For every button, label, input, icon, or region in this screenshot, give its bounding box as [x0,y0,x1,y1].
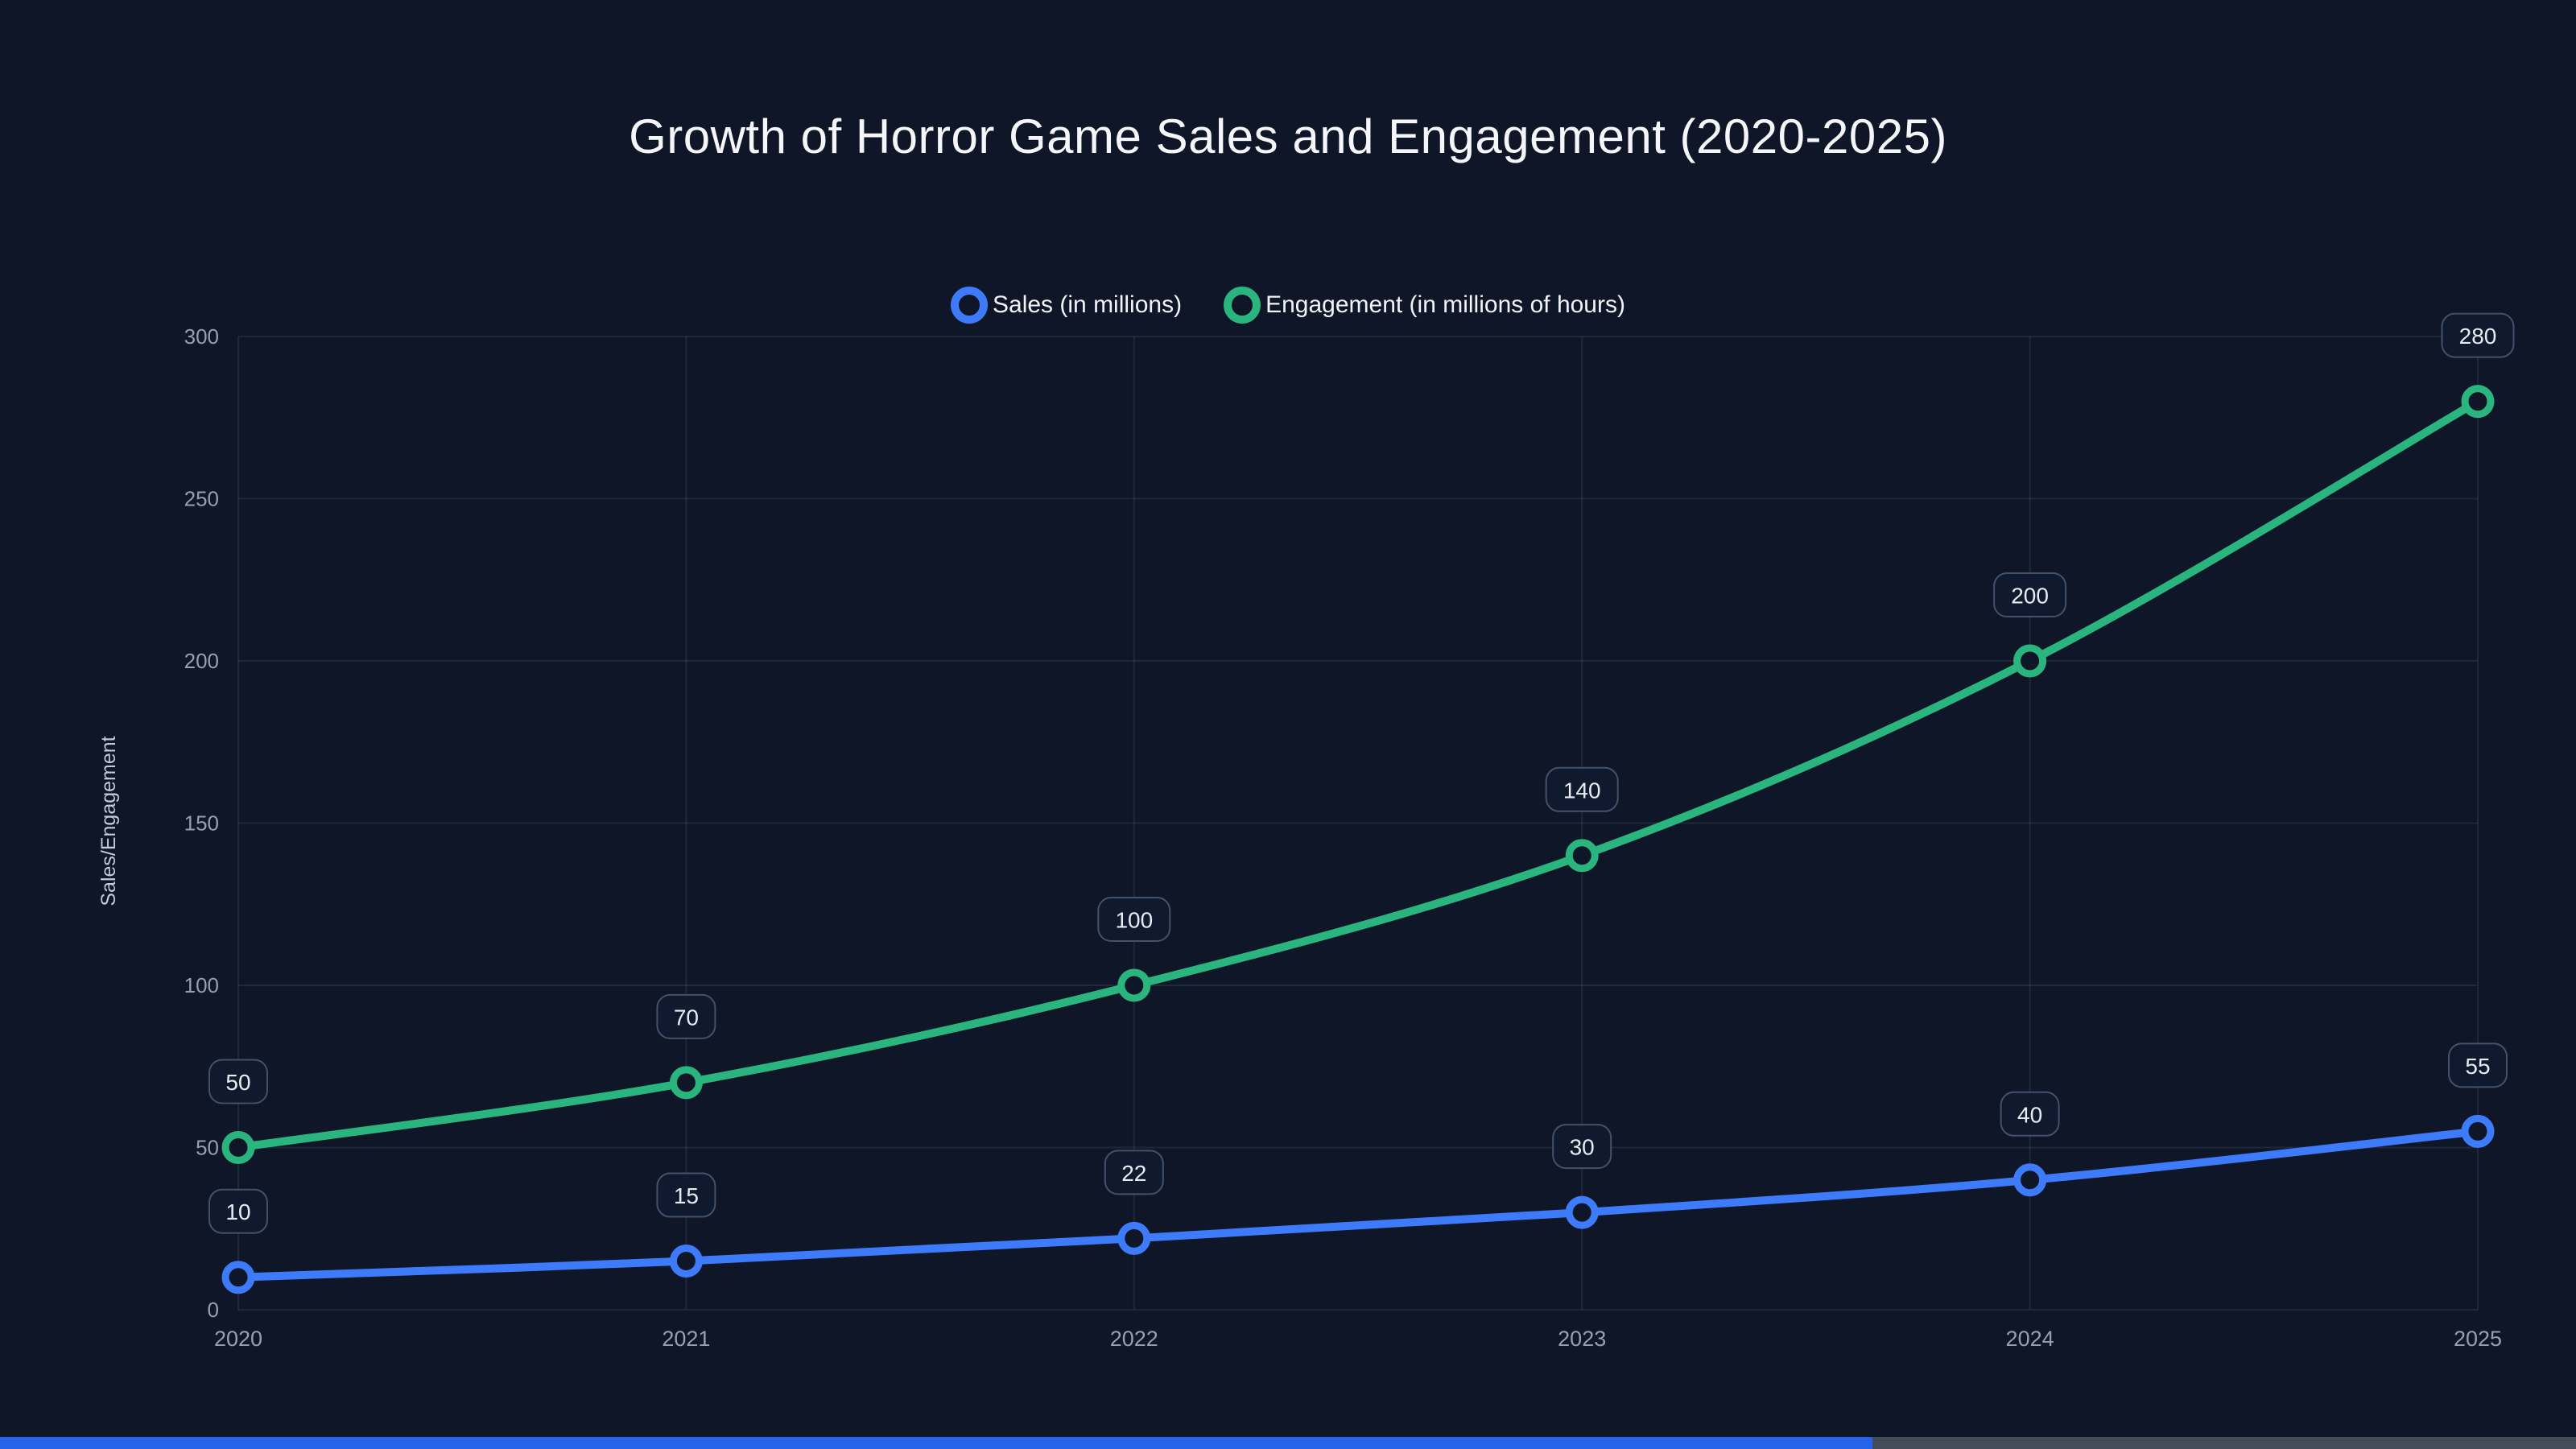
point-label-badge [2441,312,2515,358]
legend-label: Sales (in millions) [993,291,1183,318]
point-label-value: 50 [225,1070,250,1095]
point-marker-sales [2461,1114,2495,1148]
point-label-value: 55 [2465,1054,2490,1079]
chart-title: Growth of Horror Game Sales and Engageme… [629,109,1947,163]
point-label-value: 200 [2011,584,2049,609]
point-marker-sales [1565,1195,1599,1229]
legend-item-engagement[interactable]: Engagement (in millions of hours) [1224,287,1625,324]
point-marker-engagement [2013,644,2047,678]
point-label-value: 100 [1115,908,1153,933]
point-label-value: 40 [2017,1102,2042,1127]
point-label-value: 70 [674,1005,699,1030]
series-line-sales [234,1127,2482,1282]
point-label-badge [208,1059,268,1104]
point-label-badge [656,1172,716,1218]
x-tick-label: 2021 [662,1327,710,1351]
legend-item-sales[interactable]: Sales (in millions) [951,287,1182,324]
progress-fill [0,1437,1873,1449]
point-marker-engagement [221,1131,255,1164]
point-label-value: 10 [225,1199,250,1224]
point-label-value: 30 [1570,1135,1595,1160]
y-tick-label: 0 [208,1298,219,1322]
y-tick-label: 150 [184,811,219,836]
legend-marker-icon [1224,287,1261,324]
y-axis-title: Sales/Engagement [97,736,120,906]
point-label-badge [2000,1091,2060,1137]
point-marker-sales [221,1261,255,1294]
y-tick-label: 100 [184,973,219,997]
point-label-badge [1545,766,1619,812]
point-marker-engagement [2461,385,2495,419]
point-label-badge [1993,572,2067,617]
point-marker-engagement [669,1066,703,1100]
point-label-value: 15 [674,1183,699,1208]
point-marker-sales [2013,1163,2047,1197]
point-marker-sales [1117,1221,1151,1255]
bottom-progress-bar[interactable] [0,1437,2576,1449]
y-tick-label: 50 [196,1136,219,1160]
point-label-badge [1552,1124,1612,1170]
point-marker-sales [669,1245,703,1278]
point-label-badge [1097,897,1171,942]
point-label-value: 22 [1121,1161,1146,1186]
point-label-value: 280 [2459,324,2497,349]
x-tick-label: 2022 [1110,1327,1158,1351]
y-tick-label: 300 [184,324,219,349]
y-tick-label: 250 [184,487,219,511]
legend-label: Engagement (in millions of hours) [1265,291,1625,318]
point-label-value: 140 [1563,778,1601,803]
legend-marker-icon [951,287,989,324]
point-label-badge [1104,1150,1164,1195]
x-tick-label: 2025 [2454,1327,2502,1351]
x-tick-label: 2024 [2006,1327,2054,1351]
point-marker-engagement [1565,839,1599,873]
point-label-badge [656,993,716,1039]
series-line-engagement [234,397,2482,1152]
point-label-badge [2448,1042,2508,1088]
point-marker-engagement [1117,968,1151,1002]
x-tick-label: 2020 [214,1327,262,1351]
x-tick-label: 2023 [1558,1327,1606,1351]
y-tick-label: 200 [184,649,219,673]
chart-legend: Sales (in millions) Engagement (in millio… [0,287,2576,324]
point-label-badge [208,1188,268,1234]
